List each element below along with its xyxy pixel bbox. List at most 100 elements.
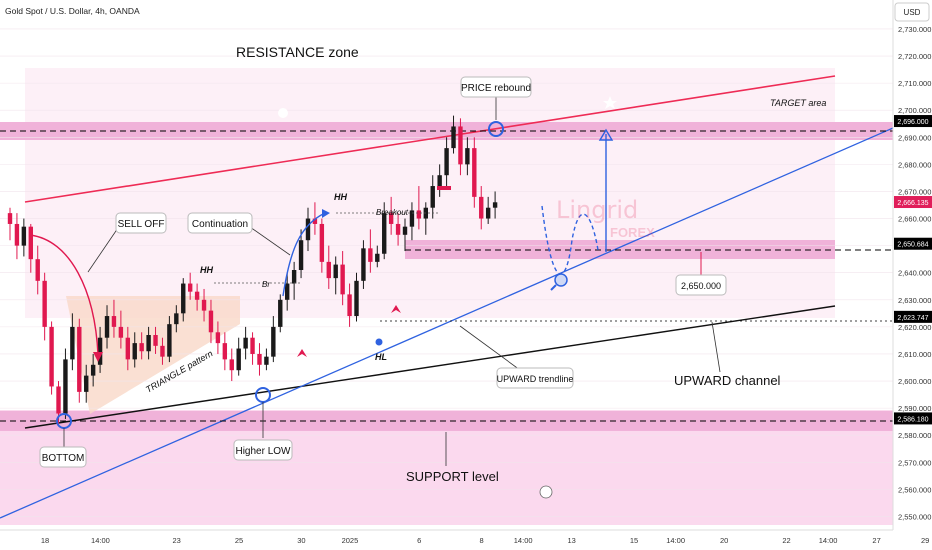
- upward-channel-connector: [711, 321, 721, 373]
- candle-body: [77, 326, 82, 392]
- breakout-label: Breakout: [376, 208, 409, 217]
- hh-label-1: HH: [200, 265, 213, 275]
- candle-body: [250, 337, 255, 354]
- price-tick-label: 2,570.000: [898, 458, 931, 467]
- candle-body: [472, 148, 477, 197]
- time-tick-label: 14:00: [819, 536, 838, 545]
- time-tick-label: 6: [417, 536, 421, 545]
- upward-trendline-callout: UPWARD trendline: [496, 367, 574, 389]
- symbol-title: Gold Spot / U.S. Dollar, 4h, OANDA: [5, 6, 140, 16]
- candle-body: [56, 386, 61, 414]
- price-marker-label: 2,586.180: [897, 416, 928, 423]
- price-marker-label: 2,696.000: [897, 119, 928, 126]
- time-tick-label: 25: [235, 536, 243, 545]
- watermark-sub: FOREX: [610, 225, 655, 240]
- candle-body: [395, 223, 401, 235]
- candle-body: [208, 310, 214, 333]
- price-marker-label: 2,623.747: [897, 315, 928, 322]
- resistance-zone-label: RESISTANCE zone: [236, 44, 359, 60]
- candle-body: [21, 226, 27, 246]
- candle-body: [347, 294, 352, 317]
- projection-path: [541, 205, 599, 275]
- candle-body: [416, 210, 422, 219]
- candle-body: [271, 326, 276, 357]
- candle-body: [485, 207, 491, 219]
- candle-body: [187, 283, 193, 292]
- price-rebound-callout: PRICE rebound: [460, 76, 532, 98]
- candle-body: [42, 280, 47, 327]
- candle-body: [125, 337, 131, 360]
- candle-body: [139, 343, 144, 352]
- candle-body: [326, 261, 331, 279]
- bottom-callout: BOTTOM: [39, 446, 87, 468]
- price-tick-label: 2,550.000: [898, 512, 931, 521]
- br-label: Br: [262, 280, 270, 289]
- candle-body: [340, 264, 345, 295]
- currency-button[interactable]: USD: [894, 2, 930, 22]
- price-tick-label: 2,660.000: [898, 215, 931, 224]
- hh-label-2: HH: [334, 192, 347, 202]
- candle-body: [458, 126, 463, 165]
- price-marker-box: [894, 115, 932, 128]
- candle-body: [257, 353, 262, 365]
- candle-body: [181, 283, 186, 314]
- candle-body: [118, 326, 124, 338]
- candle-body: [7, 213, 13, 224]
- bull-arrow-up-icon: [297, 349, 307, 357]
- price-marker-box: [894, 237, 932, 250]
- price-marker-label: 2,650.684: [897, 242, 928, 249]
- hl-label: HL: [375, 352, 387, 362]
- candle-body: [201, 299, 207, 311]
- candle-body: [236, 348, 241, 371]
- candle-body: [229, 359, 234, 371]
- sell-off-arrowhead: [93, 352, 103, 362]
- candle-body: [243, 337, 248, 349]
- price-tick-label: 2,630.000: [898, 296, 931, 305]
- price-tick-label: 2,590.000: [898, 404, 931, 413]
- candle-body: [312, 218, 318, 224]
- candle-body: [132, 343, 137, 360]
- candle-body: [49, 326, 54, 387]
- continuation-arrow: [282, 212, 326, 297]
- time-tick-label: 14:00: [666, 536, 685, 545]
- candle-body: [402, 226, 408, 235]
- candle-body: [63, 359, 68, 414]
- support-level-label: SUPPORT level: [406, 469, 499, 484]
- price-axis[interactable]: [893, 0, 932, 530]
- candle-body: [492, 202, 498, 208]
- candle-body: [430, 186, 435, 208]
- target-zone-band: [0, 122, 893, 140]
- sell-off-arrow: [29, 234, 99, 356]
- candle-body: [14, 223, 20, 246]
- time-tick-label: 27: [872, 536, 880, 545]
- svg-text:SELL OFF: SELL OFF: [118, 219, 165, 230]
- time-axis-ticks: 18 14:00 23 25 30 2025 6 8 14:00 13 15 14:00 20 22 14:…: [41, 536, 929, 545]
- candle-body: [97, 337, 103, 365]
- candle-body: [298, 240, 304, 270]
- svg-text:BOTTOM: BOTTOM: [42, 453, 85, 464]
- support-zone-band: [0, 411, 893, 431]
- candle-body: [153, 335, 158, 346]
- time-tick-label: 18: [41, 536, 49, 545]
- candle-body: [382, 213, 387, 254]
- watermark-brand: Lingrid: [556, 196, 638, 224]
- candle-body: [104, 316, 110, 338]
- price-tick-label: 2,600.000: [898, 377, 931, 386]
- candlestick-series: [7, 115, 498, 425]
- target-price-callout: 2,650.000: [675, 274, 727, 296]
- sell-off-connector: [87, 224, 121, 273]
- candle-body: [305, 218, 311, 241]
- price-marker-label: 2,666.135: [897, 200, 928, 207]
- price-tick-label: 2,560.000: [898, 485, 931, 494]
- time-tick-label: 2025: [342, 536, 359, 545]
- candle-body: [174, 313, 179, 325]
- time-tick-label: 20: [720, 536, 728, 545]
- magnifier-icon: [554, 273, 568, 287]
- candle-body: [375, 253, 380, 262]
- time-axis[interactable]: [0, 530, 893, 550]
- triangle-pattern-fill: [66, 296, 240, 414]
- candle-body: [388, 213, 394, 224]
- star-icon: [603, 96, 617, 109]
- upward-trendline-connector: [459, 325, 521, 371]
- candle-body: [437, 175, 442, 187]
